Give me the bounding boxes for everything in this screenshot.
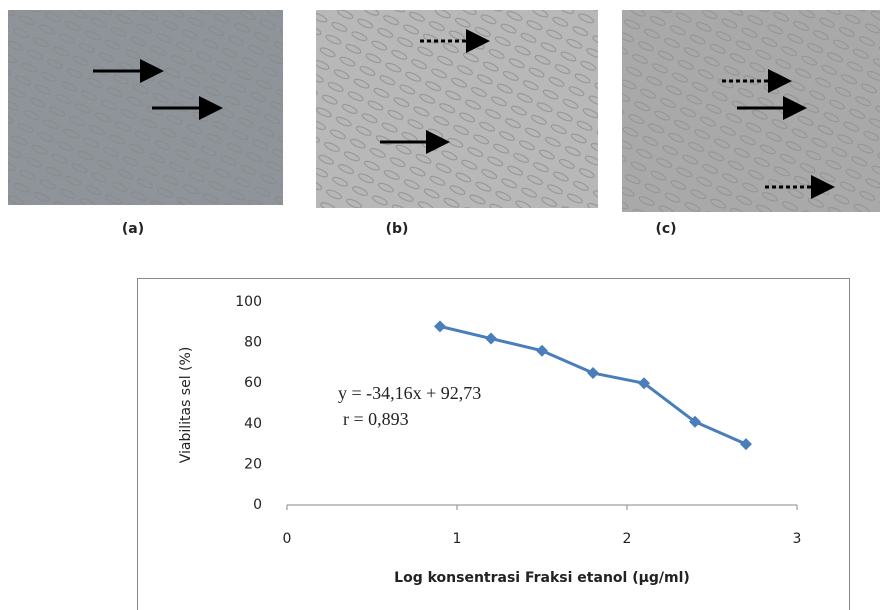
annotation: r = 0,893 (343, 409, 409, 429)
marker (536, 344, 548, 357)
marker (587, 367, 599, 380)
x-tick-label: 3 (793, 531, 802, 547)
y-tick-label: 40 (244, 416, 262, 432)
marker (434, 320, 446, 333)
annotation: y = -34,16x + 92,73 (338, 383, 481, 403)
panel-label: (a) (122, 221, 144, 237)
y-tick-label: 20 (244, 456, 262, 472)
marker (485, 332, 497, 345)
marker (638, 377, 650, 390)
x-axis-label: Log konsentrasi Fraksi etanol (µg/ml) (394, 570, 690, 586)
line (439, 324, 747, 446)
marker (740, 438, 752, 451)
y-tick-label: 60 (244, 375, 262, 391)
y-tick-label: 100 (235, 294, 262, 310)
micrograph-b (316, 10, 598, 208)
micrograph-a (8, 10, 283, 205)
x-tick-label: 0 (283, 531, 292, 547)
y-tick-label: 0 (253, 497, 262, 513)
micrograph-c (622, 10, 880, 212)
marker (689, 415, 701, 428)
y-axis-label: Viabilitas sel (%) (178, 347, 194, 464)
y-tick-label: 80 (244, 335, 262, 351)
panel-label: (b) (386, 221, 409, 237)
x-tick-label: 2 (623, 531, 632, 547)
chart-frame (137, 278, 850, 610)
panel-label: (c) (655, 221, 676, 237)
x-tick-label: 1 (453, 531, 462, 547)
